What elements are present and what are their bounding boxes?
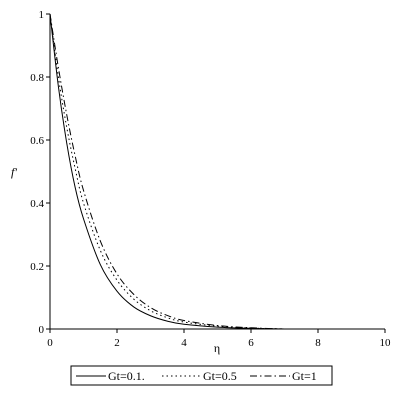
x-tick-label: 4	[181, 337, 187, 349]
x-tick-label: 8	[315, 337, 321, 349]
y-tick-label: 0.4	[30, 198, 44, 210]
legend-label-0: Gt=0.1.	[108, 369, 145, 383]
series-line-0	[49, 13, 285, 330]
series-line-1	[49, 13, 285, 330]
series-line-2	[49, 13, 285, 330]
x-tick-label: 0	[47, 337, 53, 349]
x-axis-ticks: 0 2 4 6 8 10	[47, 329, 391, 349]
y-tick-label: 0.2	[30, 261, 44, 273]
y-axis-label: f'	[11, 165, 17, 179]
y-tick-label: 0.8	[30, 72, 44, 84]
plot-frame	[49, 14, 385, 330]
legend-label-1: Gt=0.5	[203, 369, 237, 383]
legend-label-2: Gt=1	[292, 369, 317, 383]
x-tick-label: 2	[114, 337, 120, 349]
y-axis-ticks: 0 0.2 0.4 0.6 0.8 1	[30, 9, 50, 336]
series-lines	[49, 13, 285, 330]
legend: Gt=0.1. Gt=0.5 Gt=1	[70, 365, 333, 386]
x-axis-label: η	[214, 341, 220, 355]
x-tick-label: 6	[248, 337, 254, 349]
y-tick-label: 0	[39, 324, 45, 336]
legend-box	[70, 365, 333, 386]
x-tick-label: 10	[380, 337, 392, 349]
y-tick-label: 0.6	[30, 135, 44, 147]
y-tick-label: 1	[39, 9, 45, 21]
